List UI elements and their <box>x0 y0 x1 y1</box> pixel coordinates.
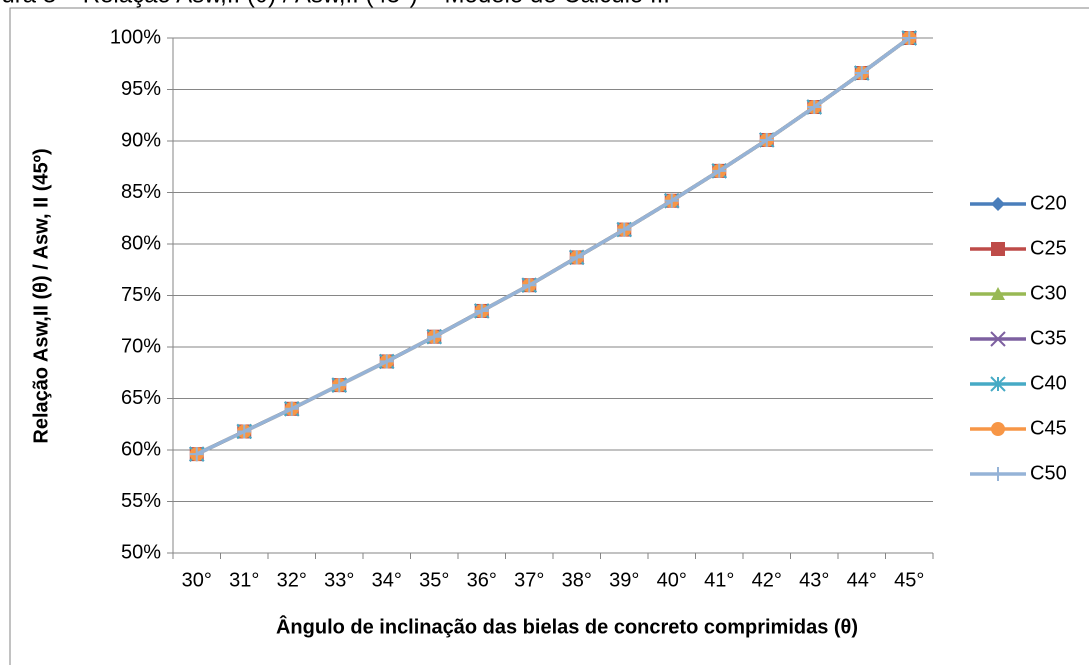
marker <box>379 354 394 369</box>
x-tick-label: 36° <box>467 569 497 591</box>
x-tick-label: 41° <box>704 569 734 591</box>
x-tick-label: 39° <box>609 569 639 591</box>
y-tick-label: 90% <box>121 129 161 151</box>
series <box>189 31 917 462</box>
marker <box>617 222 632 237</box>
legend-label: C45 <box>1030 417 1067 439</box>
marker <box>902 31 917 45</box>
legend-marker <box>991 287 1005 300</box>
marker <box>854 66 869 81</box>
y-tick-label: 65% <box>121 387 161 409</box>
legend-label: C25 <box>1030 237 1067 259</box>
x-tick-label: 38° <box>562 569 592 591</box>
marker <box>189 447 204 462</box>
marker <box>332 378 347 393</box>
legend-marker <box>991 467 1005 481</box>
x-tick-label: 32° <box>277 569 307 591</box>
marker <box>284 401 299 416</box>
chart-frame <box>9 7 1089 665</box>
marker <box>759 132 774 147</box>
legend-marker <box>990 331 1006 347</box>
marker <box>569 250 584 265</box>
marker <box>807 100 822 115</box>
x-axis-title: Ângulo de inclinação das bielas de concr… <box>276 614 858 638</box>
marker <box>664 193 679 208</box>
marker <box>474 303 489 318</box>
y-tick-label: 50% <box>121 541 161 563</box>
x-tick-label: 35° <box>419 569 449 591</box>
x-tick-label: 45° <box>894 569 924 591</box>
x-tick-label: 40° <box>657 569 687 591</box>
x-tick-label: 34° <box>372 569 402 591</box>
marker <box>427 329 442 344</box>
legend-label: C50 <box>1030 462 1067 484</box>
y-tick-label: 80% <box>121 232 161 254</box>
chart-title: Figura 3 – Relação Asw,II (θ) / Asw,II (… <box>0 0 670 8</box>
legend-marker <box>991 242 1005 256</box>
legend-label: C35 <box>1030 327 1067 349</box>
y-axis-title: Relação Asw,II (θ) / Asw, II (45º) <box>30 148 52 443</box>
line <box>195 36 911 456</box>
x-tick-label: 42° <box>752 569 782 591</box>
legend-marker <box>991 422 1005 436</box>
y-tick-label: 75% <box>121 284 161 306</box>
marker <box>237 424 252 439</box>
y-tick-label: 100% <box>110 26 161 48</box>
x-tick-label: 33° <box>324 569 354 591</box>
y-tick-label: 60% <box>121 438 161 460</box>
y-tick-label: 70% <box>121 335 161 357</box>
legend-marker <box>990 376 1006 392</box>
x-tick-label: 44° <box>847 569 877 591</box>
marker <box>712 163 727 178</box>
legend-label: C30 <box>1030 282 1067 304</box>
legend-label: C20 <box>1030 192 1067 214</box>
legend-marker <box>991 197 1005 211</box>
y-tick-label: 95% <box>121 78 161 100</box>
marker <box>522 278 537 293</box>
x-tick-label: 31° <box>229 569 259 591</box>
y-tick-label: 85% <box>121 181 161 203</box>
x-tick-label: 37° <box>514 569 544 591</box>
x-tick-label: 30° <box>182 569 212 591</box>
x-tick-label: 43° <box>799 569 829 591</box>
legend-label: C40 <box>1030 372 1067 394</box>
y-tick-label: 55% <box>121 490 161 512</box>
